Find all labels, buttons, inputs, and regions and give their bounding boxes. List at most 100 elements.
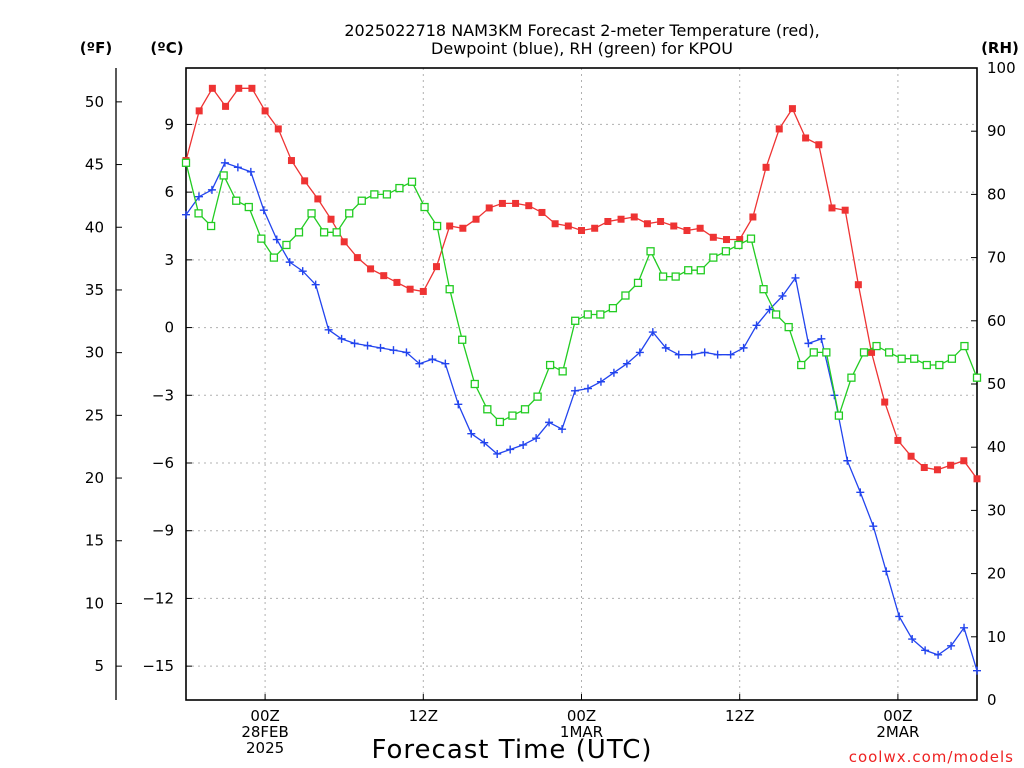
data-point [947,461,955,469]
data-point [817,334,826,343]
rh-tick-label: 60 [987,312,1006,330]
celsius-tick-label: −12 [142,589,174,607]
data-point [771,310,781,319]
data-point [973,666,981,675]
data-point [485,204,493,212]
data-point [395,183,404,193]
data-point [571,386,580,395]
data-point [495,417,505,427]
data-point [746,234,756,243]
data-point [749,213,757,221]
data-point [822,348,831,357]
data-point [791,273,800,282]
data-point [519,440,528,449]
data-point [684,266,693,275]
data-point [713,350,722,359]
data-point [208,84,216,92]
x-tick-label: 1MAR [560,723,603,741]
data-point [882,567,891,576]
data-point [558,425,567,434]
data-point [551,220,559,228]
data-point [604,217,612,225]
data-point [583,310,592,319]
rh-tick-label: 90 [987,122,1006,140]
data-point [274,125,282,133]
data-point [357,196,366,205]
series-line [185,162,978,423]
series-dewpoint [182,158,981,675]
data-point [895,612,904,621]
data-point [367,265,375,273]
data-point [459,224,467,232]
data-point [752,321,761,330]
data-point [498,199,506,207]
fahrenheit-tick-label: 20 [85,469,104,487]
data-point [947,354,957,363]
data-point [382,190,392,199]
rh-tick-label: 10 [987,628,1006,646]
data-point [736,236,744,244]
data-point [340,238,348,246]
data-point [843,456,852,465]
data-point [294,228,304,237]
data-point [734,240,743,250]
data-point [420,202,429,212]
rh-tick-label: 70 [987,249,1006,267]
data-point [934,650,943,659]
data-point [446,222,454,230]
data-point [282,240,291,250]
data-point [564,222,572,230]
celsius-tick-label: 9 [164,115,174,133]
data-point [869,522,878,531]
fahrenheit-tick-label: 50 [85,93,104,111]
data-point [235,84,243,92]
data-point [804,339,813,348]
data-point [683,227,691,235]
data-point [784,322,793,332]
data-point [687,350,696,359]
data-point [393,278,401,286]
series-rh [181,158,982,427]
rh-tick-label: 100 [987,59,1016,77]
celsius-tick-label: 3 [164,251,174,269]
celsius-tick-label: −9 [152,522,174,540]
data-point [406,285,414,293]
data-point [480,438,489,447]
x-tick-label: 2MAR [876,723,919,741]
data-point [972,373,982,382]
data-point [298,267,307,276]
fahrenheit-tick-label: 40 [85,218,104,236]
data-point [578,227,585,235]
rh-tick-label: 80 [987,185,1006,203]
x-tick-label: 00Z [250,707,279,725]
data-point [920,464,928,472]
data-point [648,328,657,337]
data-point [259,206,268,215]
plot-frame [185,67,978,701]
data-point [472,215,480,223]
data-point [380,272,388,280]
celsius-tick-label: −15 [142,657,174,675]
data-point [775,125,783,133]
data-point [332,228,341,237]
data-point [233,163,242,172]
data-point [261,107,269,115]
data-point [828,204,836,212]
data-point [181,158,191,167]
data-point [571,316,580,325]
data-point [337,334,346,343]
data-point [319,228,329,237]
data-point [285,258,294,267]
data-point [376,343,385,352]
fahrenheit-tick-label: 45 [85,156,104,174]
data-point [458,335,467,344]
data-point [658,272,668,281]
fahrenheit-tick-label: 5 [94,657,104,675]
data-point [402,348,411,357]
grid-lines [186,68,977,700]
data-point [868,348,876,356]
data-point [933,466,941,474]
rh-tick-label: 20 [987,565,1006,583]
data-point [973,475,981,483]
